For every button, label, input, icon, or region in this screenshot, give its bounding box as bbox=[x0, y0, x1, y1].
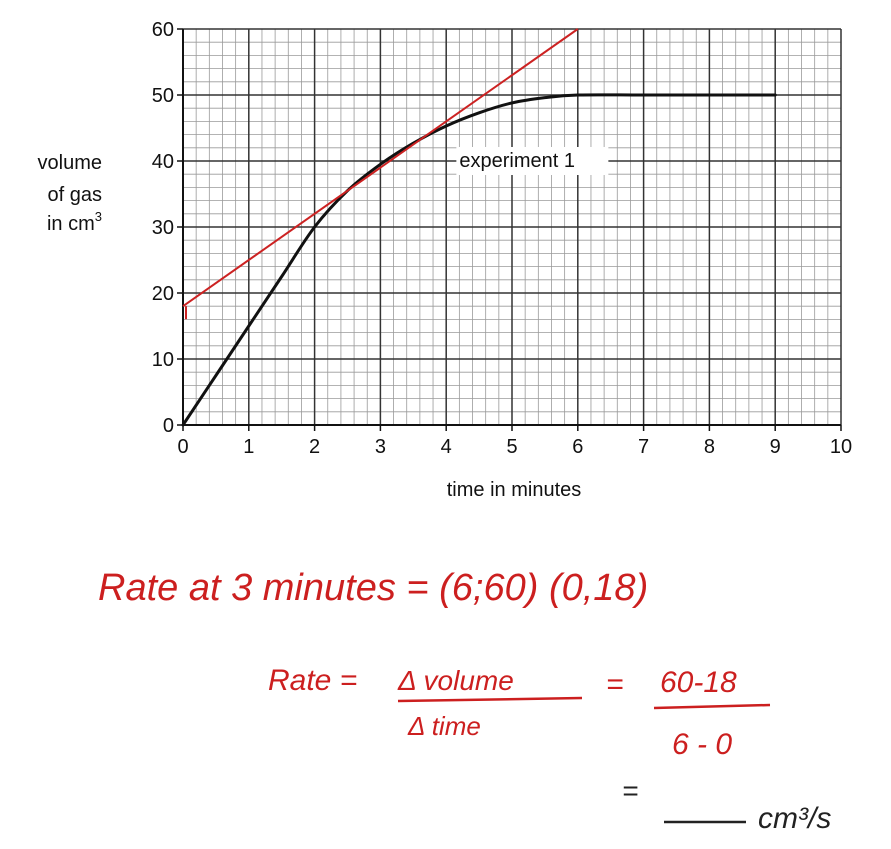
annotation-backdrop bbox=[456, 147, 609, 175]
y-tick-label: 30 bbox=[152, 217, 174, 239]
y-axis-label-line-2: of gas bbox=[48, 184, 102, 206]
note-rate-label: Rate = bbox=[268, 664, 357, 697]
y-tick-label: 60 bbox=[152, 19, 174, 41]
y-tick-label: 50 bbox=[152, 85, 174, 107]
line-chart: 0 1 2 3 4 5 6 7 8 9 10 0 10 20 30 40 50 60 experiment 1 bbox=[152, 19, 852, 458]
y-tick-label: 0 bbox=[163, 415, 174, 437]
note-num-values: 60-18 bbox=[660, 666, 737, 699]
x-tick-labels: 0 1 2 3 4 5 6 7 8 9 10 bbox=[177, 425, 852, 458]
note-equals: = bbox=[606, 668, 624, 701]
major-grid bbox=[182, 28, 842, 426]
annotation-layer: experiment 1 bbox=[456, 147, 609, 175]
note-fraction-bar-2 bbox=[653, 703, 771, 710]
note-denominator: Δ time bbox=[407, 711, 481, 741]
x-tick-label: 6 bbox=[572, 436, 583, 458]
tangent-line bbox=[182, 28, 579, 308]
y-tick-labels: 0 10 20 30 40 50 60 bbox=[152, 19, 183, 437]
x-tick-label: 0 bbox=[177, 436, 188, 458]
note-line-1: Rate at 3 minutes = (6;60) (0,18) bbox=[98, 567, 648, 609]
x-tick-label: 1 bbox=[243, 436, 254, 458]
x-tick-label: 4 bbox=[441, 436, 452, 458]
handwritten-notes: Rate at 3 minutes = (6;60) (0,18) Rate =… bbox=[98, 567, 771, 761]
note-units: cm³/s bbox=[758, 802, 831, 835]
x-axis-label: time in minutes bbox=[447, 479, 582, 501]
y-tick-label: 10 bbox=[152, 349, 174, 371]
y-tick-label: 20 bbox=[152, 283, 174, 305]
x-tick-label: 3 bbox=[375, 436, 386, 458]
y-axis-label-unit: in cm bbox=[47, 213, 95, 235]
series-layer bbox=[181, 93, 777, 427]
series-line-experiment-1 bbox=[181, 93, 777, 427]
y-axis-label-line-3: in cm3 bbox=[47, 209, 102, 235]
handwritten-answer: = cm³/s bbox=[622, 775, 831, 835]
annotation-label: experiment 1 bbox=[459, 150, 575, 172]
note-numerator: Δ volume bbox=[397, 665, 514, 696]
x-tick-label: 2 bbox=[309, 436, 320, 458]
y-axis-label: volume of gas in cm3 bbox=[38, 152, 102, 235]
tangent-layer bbox=[182, 28, 579, 320]
y-axis-label-superscript: 3 bbox=[95, 209, 102, 224]
x-tick-label: 9 bbox=[770, 436, 781, 458]
x-tick-label: 7 bbox=[638, 436, 649, 458]
y-axis-label-line-1: volume bbox=[38, 152, 102, 174]
x-tick-label: 10 bbox=[830, 436, 852, 458]
note-equals-2: = bbox=[622, 775, 638, 806]
x-tick-label: 8 bbox=[704, 436, 715, 458]
note-fraction-bar-1 bbox=[397, 696, 583, 703]
y-tick-label: 40 bbox=[152, 151, 174, 173]
x-tick-label: 5 bbox=[506, 436, 517, 458]
note-den-values: 6 - 0 bbox=[672, 728, 732, 761]
